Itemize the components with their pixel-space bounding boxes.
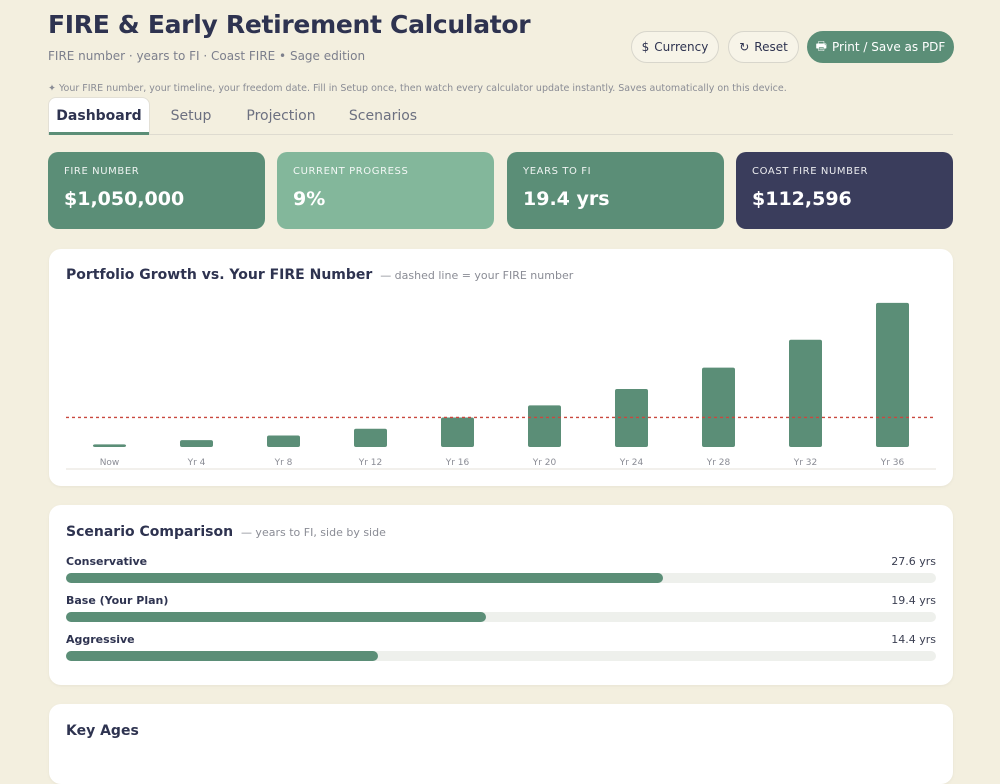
chart-note: — dashed line = your FIRE number	[380, 269, 574, 282]
card-label: YEARS TO FI	[523, 166, 592, 177]
x-tick-label: Yr 32	[793, 458, 818, 468]
reset-button[interactable]: ↻ Reset	[728, 31, 799, 63]
currency-button-label: Currency	[654, 40, 709, 54]
card-value: 19.4 yrs	[523, 188, 610, 210]
tab-projection[interactable]: Projection	[246, 107, 316, 124]
page-subtitle: FIRE number · years to FI · Coast FIRE •…	[48, 49, 366, 63]
years-to-fi-card: YEARS TO FI 19.4 yrs	[507, 152, 724, 229]
key-ages-title: Key Ages	[66, 723, 139, 739]
card-value: $112,596	[752, 188, 852, 210]
page-title: FIRE & Early Retirement Calculator	[48, 10, 531, 39]
card-label: FIRE NUMBER	[64, 166, 140, 177]
card-label: CURRENT PROGRESS	[293, 166, 409, 177]
x-tick-label: Now	[100, 458, 120, 468]
x-tick-label: Yr 12	[358, 458, 383, 468]
x-tick-label: Yr 36	[880, 458, 905, 468]
scenario-aggressive-value: 14.4 yrs	[891, 633, 936, 646]
reset-icon: ↻	[739, 40, 750, 54]
scenario-comparison-panel: Scenario Comparison — years to FI, side …	[49, 505, 953, 685]
scenario-base-value: 19.4 yrs	[891, 594, 936, 607]
x-tick-label: Yr 28	[706, 458, 731, 468]
tab-scenarios[interactable]: Scenarios	[348, 107, 418, 124]
fire-number-card: FIRE NUMBER $1,050,000	[48, 152, 265, 229]
chart-bar	[354, 428, 387, 447]
coast-fire-card: COAST FIRE NUMBER $112,596	[736, 152, 953, 229]
card-value: $1,050,000	[64, 188, 185, 210]
tab-setup[interactable]: Setup	[170, 107, 212, 124]
chart-bar	[876, 302, 909, 447]
chart-bar	[180, 440, 213, 447]
dollar-icon: $	[641, 40, 650, 54]
chart-title-text: Portfolio Growth vs. Your FIRE Number	[66, 267, 373, 283]
tab-dashboard[interactable]: Dashboard	[48, 97, 150, 135]
portfolio-growth-chart: Now Yr 4 Yr 8 Yr 12 Yr 16 Yr 20 Yr 24 Yr 28 Yr 3…	[66, 302, 936, 470]
info-banner: ✦ Your FIRE number, your timeline, your …	[48, 83, 787, 94]
card-value: 9%	[293, 188, 326, 210]
x-tick-label: Yr 16	[445, 458, 470, 468]
chart-title: Portfolio Growth vs. Your FIRE Number — …	[66, 267, 573, 283]
chart-bar	[267, 435, 300, 447]
x-tick-label: Yr 20	[532, 458, 557, 468]
scenario-base-bar	[66, 612, 486, 622]
x-tick-label: Yr 8	[274, 458, 293, 468]
scenario-conservative-track	[66, 573, 936, 583]
scenario-conservative-bar	[66, 573, 664, 583]
scenario-conservative-value: 27.6 yrs	[891, 555, 936, 568]
scenario-aggressive-bar	[66, 651, 378, 661]
currency-button[interactable]: $ Currency	[631, 31, 719, 63]
scenario-conservative-label: Conservative	[66, 555, 148, 568]
print-button-label: Print / Save as PDF	[831, 40, 946, 54]
chart-bar	[441, 417, 474, 447]
chart-bar	[702, 367, 735, 447]
print-button[interactable]: 🖶 Print / Save as PDF	[807, 31, 954, 63]
scenario-note: — years to FI, side by side	[240, 526, 386, 539]
reset-button-label: Reset	[754, 40, 788, 54]
scenario-title: Scenario Comparison — years to FI, side …	[66, 524, 386, 540]
chart-bar	[789, 339, 822, 447]
x-tick-label: Yr 4	[187, 458, 206, 468]
scenario-aggressive-label: Aggressive	[66, 633, 135, 646]
chart-bar	[93, 444, 126, 447]
printer-icon: 🖶	[815, 38, 827, 53]
portfolio-growth-panel: Now Yr 4 Yr 8 Yr 12 Yr 16 Yr 20 Yr 24 Yr 28 Yr 3…	[49, 249, 953, 486]
scenario-base-track	[66, 612, 936, 622]
scenario-title-text: Scenario Comparison	[66, 524, 234, 540]
key-ages-panel: Key Ages	[49, 704, 953, 784]
x-tick-label: Yr 24	[619, 458, 644, 468]
current-progress-card: CURRENT PROGRESS 9%	[277, 152, 494, 229]
card-label: COAST FIRE NUMBER	[752, 166, 869, 177]
scenario-base-label: Base (Your Plan)	[66, 594, 169, 607]
scenario-aggressive-track	[66, 651, 936, 661]
chart-bar	[528, 405, 561, 447]
tab-bar: Dashboard Setup Projection Scenarios	[48, 97, 953, 135]
